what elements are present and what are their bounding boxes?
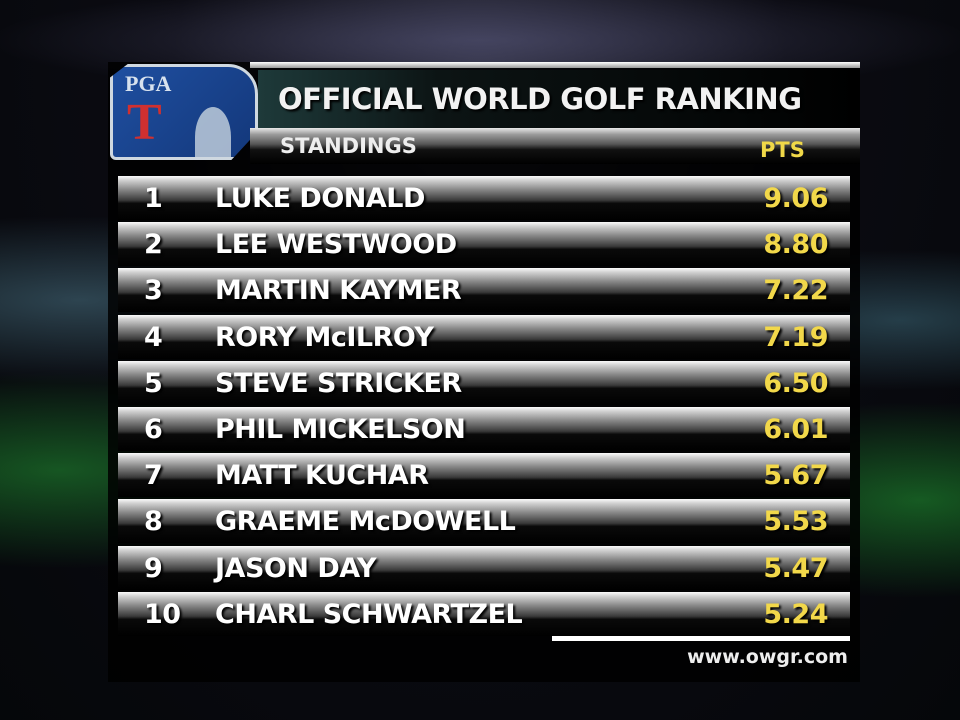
player-name: PHIL MICKELSON — [215, 414, 466, 445]
page-title: OFFICIAL WORLD GOLF RANKING — [278, 82, 802, 116]
points: 5.67 — [763, 460, 828, 492]
rank: 9 — [144, 552, 163, 584]
player-name: MATT KUCHAR — [215, 460, 429, 492]
ranking-row: 10 CHARL SCHWARTZEL 5.24 — [118, 591, 850, 636]
divider — [250, 62, 860, 68]
rank: 3 — [144, 275, 163, 307]
points: 9.06 — [763, 183, 828, 214]
rank: 1 — [144, 183, 163, 214]
ranking-row: 7 MATT KUCHAR 5.67 — [118, 453, 850, 498]
points: 7.19 — [763, 321, 828, 353]
rank: 7 — [144, 460, 163, 492]
player-name: CHARL SCHWARTZEL — [215, 598, 523, 630]
rank: 2 — [144, 229, 163, 261]
player-name: STEVE STRICKER — [215, 367, 462, 399]
rank: 8 — [144, 506, 163, 538]
points: 6.01 — [763, 414, 828, 445]
ranking-row: 5 STEVE STRICKER 6.50 — [118, 360, 850, 405]
divider — [552, 636, 850, 641]
rank: 6 — [144, 414, 163, 445]
points: 7.22 — [763, 275, 828, 307]
title-bar — [258, 70, 860, 128]
player-name: MARTIN KAYMER — [215, 275, 462, 307]
points: 5.53 — [763, 506, 828, 538]
player-name: GRAEME McDOWELL — [215, 506, 516, 538]
player-name: LEE WESTWOOD — [215, 229, 457, 261]
player-name: LUKE DONALD — [215, 183, 425, 214]
standings-label: STANDINGS — [280, 134, 417, 158]
ranking-row: 8 GRAEME McDOWELL 5.53 — [118, 499, 850, 544]
ranking-row: 6 PHIL MICKELSON 6.01 — [118, 407, 850, 451]
ranking-row: 4 RORY McILROY 7.19 — [118, 314, 850, 359]
points: 5.47 — [763, 552, 828, 584]
subtitle-bar — [250, 128, 860, 164]
rank: 10 — [144, 598, 181, 630]
ranking-row: 1 LUKE DONALD 9.06 — [118, 176, 850, 220]
website-url: www.owgr.com — [687, 646, 848, 668]
points: 6.50 — [763, 367, 828, 399]
pga-tour-logo: PGA T — [110, 64, 258, 160]
points: 5.24 — [763, 598, 828, 630]
ranking-row: 3 MARTIN KAYMER 7.22 — [118, 268, 850, 313]
ranking-row: 9 JASON DAY 5.47 — [118, 545, 850, 590]
rank: 5 — [144, 367, 163, 399]
player-name: JASON DAY — [215, 552, 377, 584]
pts-header: PTS — [760, 138, 805, 162]
rank: 4 — [144, 321, 163, 353]
player-name: RORY McILROY — [215, 321, 434, 353]
ranking-row: 2 LEE WESTWOOD 8.80 — [118, 222, 850, 267]
points: 8.80 — [763, 229, 828, 261]
